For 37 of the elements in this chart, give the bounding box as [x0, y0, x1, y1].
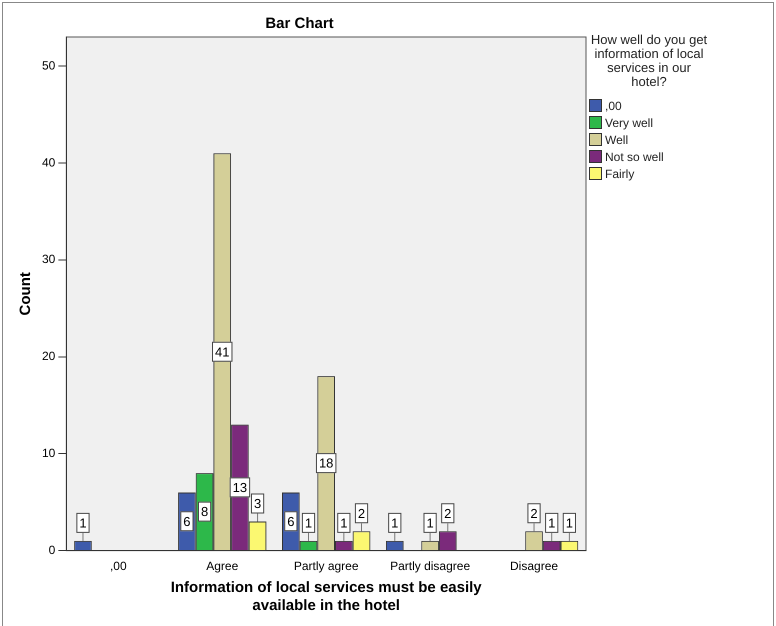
y-tick-label: 50 [42, 58, 56, 72]
x-tick-label: Partly agree [294, 559, 359, 574]
data-label: 6 [183, 514, 191, 529]
legend-label: Well [605, 132, 628, 146]
data-label: 2 [530, 506, 538, 521]
data-label: 1 [340, 515, 348, 530]
data-label: 1 [548, 515, 556, 530]
legend-title: How well do you get information of local services in our hotel? [590, 32, 708, 89]
data-label: 1 [304, 515, 312, 530]
chart-title: Bar Chart [265, 15, 334, 32]
data-label: 3 [254, 496, 262, 512]
y-tick-label: 0 [48, 542, 56, 557]
legend-label: Fairly [605, 166, 634, 180]
data-label: 2 [358, 506, 366, 521]
legend-label: Very well [605, 116, 654, 130]
data-label: 6 [287, 514, 294, 529]
y-tick-label: 30 [42, 252, 56, 266]
data-label: 1 [391, 515, 398, 530]
x-tick-label: ,00 [110, 559, 127, 574]
data-label: 41 [215, 344, 230, 360]
data-label: 1 [79, 515, 87, 530]
x-tick-label: Agree [206, 559, 239, 574]
y-tick-label: 40 [42, 155, 56, 170]
data-label: 13 [232, 480, 248, 495]
data-label: 1 [566, 515, 573, 530]
x-tick-label: Partly disagree [390, 559, 470, 574]
y-axis-title: Count [17, 272, 34, 316]
x-axis-title: Information of local services must be easily available in the hotel [170, 579, 482, 614]
data-label: 8 [200, 504, 208, 520]
x-tick-label: Disagree [510, 559, 558, 574]
data-label: 1 [426, 515, 434, 530]
y-tick-label: 10 [42, 446, 56, 460]
data-label: 2 [444, 506, 452, 521]
y-tick-label: 20 [42, 349, 56, 364]
legend-label: Not so well [605, 150, 664, 164]
data-label: 18 [318, 456, 334, 471]
legend-label: ,00 [605, 98, 622, 112]
